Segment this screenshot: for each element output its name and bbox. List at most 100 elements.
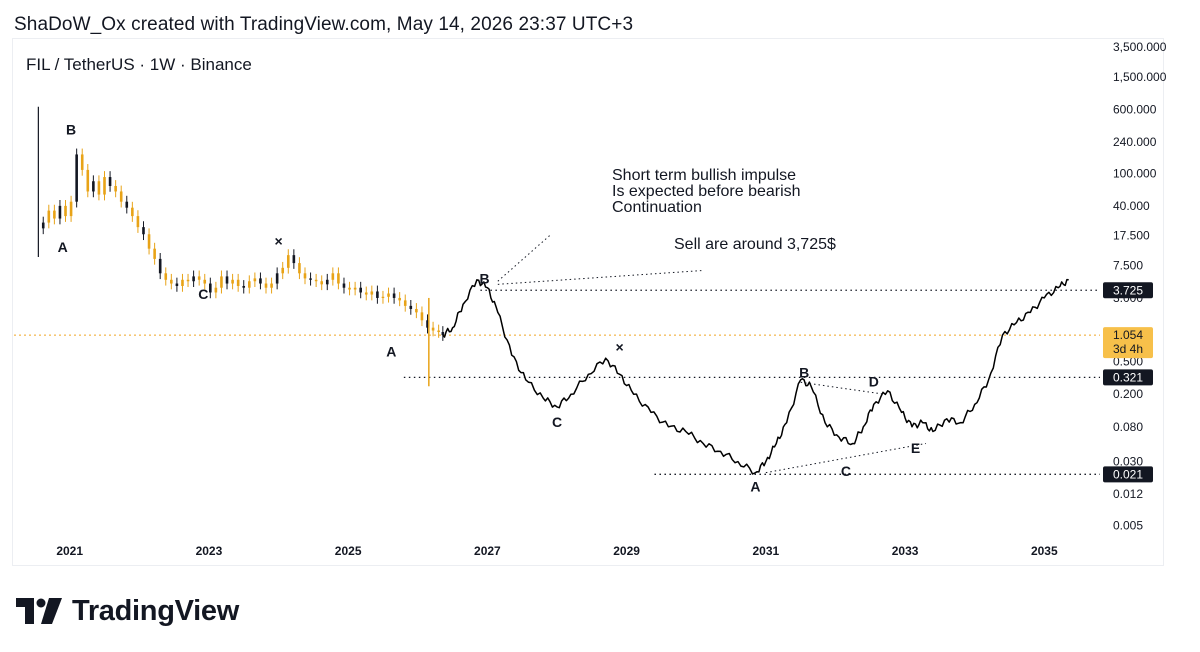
candle (214, 281, 218, 299)
wave-label-3: × (274, 233, 282, 249)
candle (86, 164, 90, 198)
candle (437, 324, 440, 338)
candle (125, 195, 129, 214)
candle-body (259, 278, 262, 284)
candle (331, 267, 335, 286)
candle (53, 204, 56, 225)
candle-body (325, 279, 329, 285)
candle (75, 148, 78, 208)
candle (359, 281, 362, 299)
candle (353, 281, 357, 296)
candle (80, 148, 84, 176)
candle-body (86, 169, 90, 192)
candle (420, 306, 424, 327)
candle (298, 257, 301, 280)
chart-panel[interactable] (12, 38, 1164, 566)
x-tick-0: 2021 (56, 544, 83, 558)
candle (153, 242, 156, 265)
candle-body (92, 181, 95, 192)
wave-label-4: B (480, 271, 490, 287)
candle-body (136, 216, 140, 228)
wave-label-2: C (198, 286, 208, 302)
candle-body (158, 258, 162, 274)
price-tag-label: 3.725 (1113, 283, 1143, 297)
candle-body (409, 305, 413, 309)
candle-body (214, 287, 218, 293)
tradingview-logo[interactable]: TradingView (16, 594, 239, 628)
y-tick-3: 240.000 (1113, 135, 1157, 149)
candle-body (181, 279, 184, 286)
candle (64, 199, 67, 222)
candle (303, 267, 307, 285)
candle (314, 273, 318, 288)
wave-label-7: × (616, 339, 624, 355)
candle-body (320, 281, 323, 285)
candle-body (58, 205, 62, 219)
candle-body (75, 154, 78, 202)
projection-line (442, 278, 1069, 475)
candle-body (441, 332, 445, 336)
candle (108, 171, 112, 192)
candle (119, 185, 123, 208)
candle-body (147, 234, 151, 249)
x-tick-1: 2023 (196, 544, 223, 558)
triangle-upper-line (800, 381, 885, 395)
wave-label-12: A (750, 478, 760, 494)
candle (387, 287, 390, 303)
price-axis[interactable]: 3,500.000 1,500.000 600.000 240.000 100.000 4… (1113, 40, 1167, 532)
price-tag-label: 0.321 (1113, 370, 1143, 384)
candle (248, 275, 251, 294)
candle-body (303, 273, 307, 279)
horizontal-levels (14, 289, 1100, 475)
candle-body (387, 293, 390, 297)
candle-body (192, 276, 195, 282)
candle (131, 201, 134, 222)
candle (114, 180, 117, 198)
candle-body (286, 255, 290, 268)
candle-body (270, 283, 273, 288)
time-axis[interactable]: 2021 2023 2025 2027 2029 2031 2033 2035 (56, 544, 1058, 558)
candle-body (131, 207, 134, 217)
candle-body (220, 276, 223, 288)
candle (136, 210, 140, 233)
x-tick-4: 2029 (613, 544, 640, 558)
price-tag-0: 3.725 (1103, 282, 1153, 299)
candle-body (292, 255, 296, 264)
candle-body (242, 285, 246, 288)
historical-candles (37, 106, 445, 387)
price-tag-label: 0.021 (1113, 467, 1143, 481)
candle-body (225, 276, 229, 284)
y-tick-4: 100.000 (1113, 166, 1157, 180)
candle (220, 270, 223, 294)
candle-body (114, 185, 117, 192)
candle-body (108, 177, 112, 186)
wave-label-8: B (799, 364, 809, 380)
candle (281, 261, 285, 280)
candle (342, 277, 346, 294)
candle-body (281, 267, 285, 274)
y-tick-10: 0.200 (1113, 387, 1143, 401)
candle (348, 281, 351, 296)
note-leader-2 (497, 269, 704, 285)
candle (242, 280, 246, 294)
y-tick-9: 0.500 (1113, 355, 1143, 369)
candle-body (353, 287, 357, 290)
candle-body (342, 283, 346, 288)
y-tick-6: 17.500 (1113, 228, 1150, 242)
candle-body (47, 210, 51, 223)
note-sell: Sell are around 3,725$ (674, 236, 836, 253)
candle-body (403, 300, 407, 306)
candle-body (314, 279, 318, 282)
symbol-title[interactable]: FIL / TetherUS · 1W · Binance (26, 55, 252, 74)
candle-body (209, 283, 212, 293)
candle-body (376, 291, 379, 298)
wave-label-11: C (841, 463, 851, 479)
candle (403, 294, 407, 312)
candle-body (236, 279, 240, 286)
note-line-0: Short term bullish impulse (612, 167, 796, 184)
candle (325, 273, 329, 291)
candle (398, 292, 401, 307)
